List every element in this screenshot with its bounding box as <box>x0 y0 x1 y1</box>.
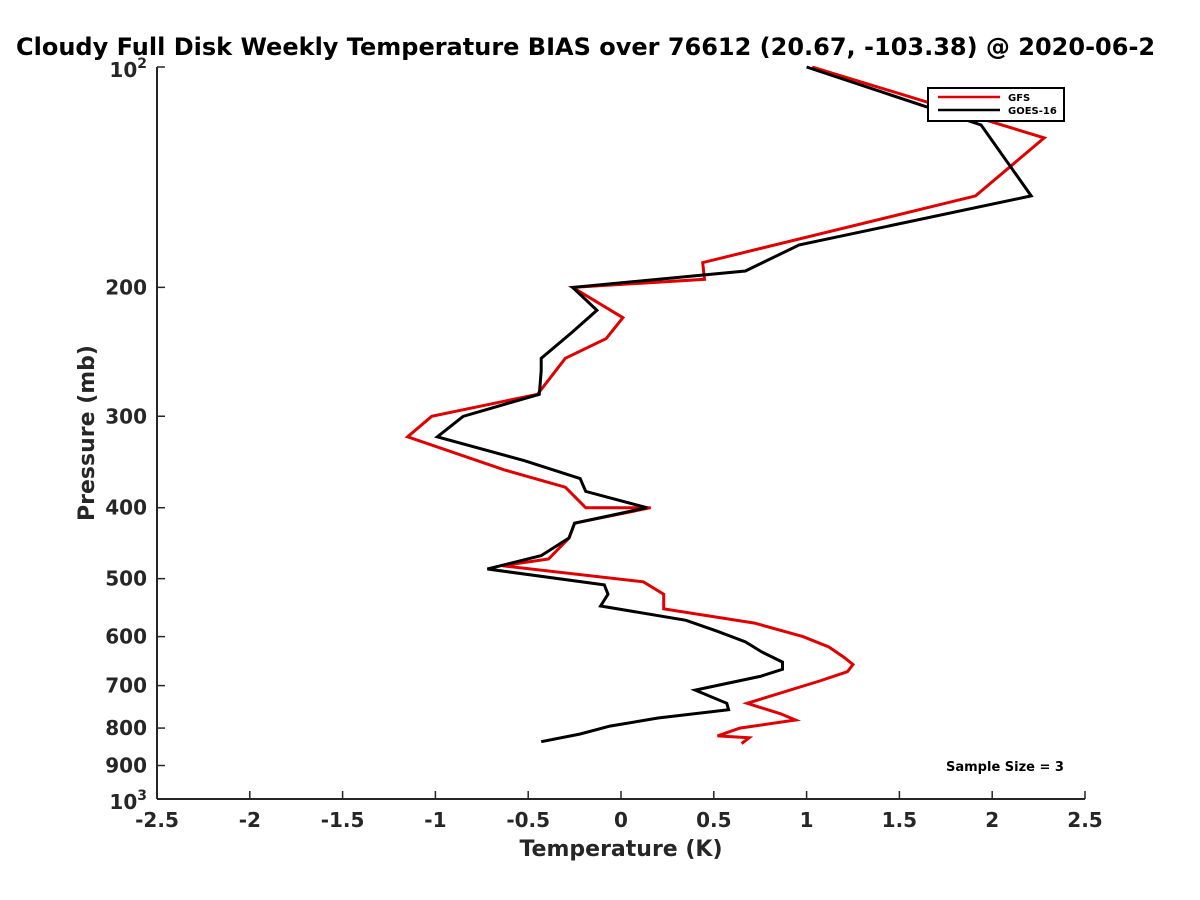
plot-area: -2.5 -2 -1.5 -1 -0.5 0 0.5 1 1.5 2 2.5 200 300 400 50… <box>105 56 1102 832</box>
series-lines <box>404 65 1048 745</box>
x-tick-label: 1.5 <box>882 808 917 832</box>
x-tick-label: -2.5 <box>135 808 179 832</box>
y-tick-label: 300 <box>105 404 147 428</box>
chart-title: Cloudy Full Disk Weekly Temperature BIAS… <box>16 33 1155 61</box>
x-axis-ticks: -2.5 -2 -1.5 -1 -0.5 0 0.5 1 1.5 2 2.5 <box>135 791 1103 832</box>
y-tick-label-top: 102 <box>109 56 147 82</box>
x-tick-label: 0.5 <box>696 808 731 832</box>
x-tick-label: -1.5 <box>321 808 365 832</box>
legend: GFS GOES-16 <box>927 87 1065 122</box>
x-tick-label: 2.5 <box>1067 808 1102 832</box>
x-tick-label: -2 <box>239 808 261 832</box>
y-tick-label: 200 <box>105 275 147 299</box>
x-tick-label: 1 <box>800 808 814 832</box>
x-axis-label: Temperature (K) <box>519 837 722 862</box>
y-tick-label: 700 <box>105 674 147 698</box>
series-line-goes16 <box>434 65 1034 744</box>
y-axis-ticks: 200 300 400 500 600 700 800 900 102 103 <box>105 56 165 814</box>
y-tick-label: 600 <box>105 625 147 649</box>
x-tick-label: -0.5 <box>506 808 550 832</box>
x-tick-label: -1 <box>424 808 446 832</box>
y-tick-label: 900 <box>105 754 147 778</box>
y-tick-label: 500 <box>105 567 147 591</box>
y-tick-label: 800 <box>105 716 147 740</box>
series-line-gfs <box>404 65 1048 745</box>
legend-label-goes16: GOES-16 <box>1008 106 1057 117</box>
y-axis-label: Pressure (mb) <box>75 345 100 521</box>
legend-box <box>927 87 1065 122</box>
x-tick-label: 2 <box>985 808 999 832</box>
sample-size-annotation: Sample Size = 3 <box>946 760 1064 775</box>
y-tick-label-bottom: 103 <box>109 788 147 814</box>
x-tick-label: 0 <box>614 808 628 832</box>
y-tick-label: 400 <box>105 496 147 520</box>
legend-label-gfs: GFS <box>1008 93 1030 104</box>
